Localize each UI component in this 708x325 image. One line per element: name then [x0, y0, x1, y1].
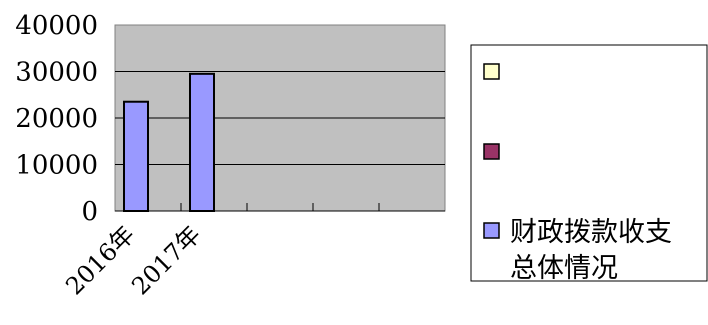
legend-box — [470, 44, 708, 282]
bar — [123, 100, 149, 212]
gridlines — [115, 71, 445, 165]
legend-label: 财政拨款收支 — [510, 217, 672, 248]
y-tick-label: 10000 — [15, 151, 98, 181]
x-tick-label: 2017年 — [126, 220, 206, 300]
legend-swatch — [483, 63, 500, 80]
y-tick-label: 20000 — [15, 104, 98, 134]
y-tick-label: 30000 — [15, 58, 98, 88]
legend-swatch — [483, 222, 500, 239]
x-axis-tick-marks — [180, 203, 380, 211]
y-tick-label: 0 — [81, 197, 98, 227]
legend-label: 总体情况 — [510, 253, 618, 284]
bar — [189, 72, 215, 212]
y-tick-label: 40000 — [15, 11, 98, 41]
legend-swatch — [483, 143, 500, 160]
x-tick-label: 2016年 — [60, 220, 140, 300]
bars — [123, 72, 215, 212]
y-axis-tick-labels: 0 10000 20000 30000 40000 — [15, 11, 98, 227]
